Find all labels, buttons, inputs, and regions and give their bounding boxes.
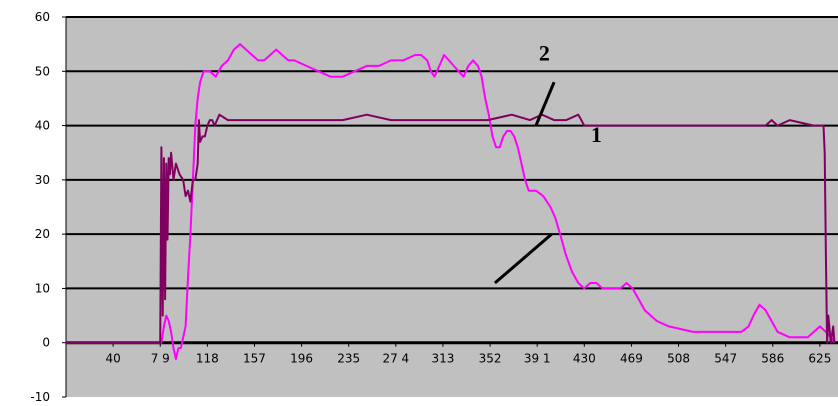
x-tick-label: 27 4	[382, 352, 409, 366]
x-tick-label: 586	[761, 352, 784, 366]
x-tick-label: 625	[808, 352, 831, 366]
y-tick-label: 60	[35, 10, 50, 24]
x-tick-label: 313	[431, 352, 454, 366]
x-tick-label: 39 1	[524, 352, 551, 366]
plot-area	[66, 17, 838, 397]
y-tick-label: 40	[35, 119, 50, 133]
annotations: 21	[493, 40, 602, 285]
x-tick-label: 430	[573, 352, 596, 366]
x-tick-label: 352	[479, 352, 502, 366]
x-tick-label: 196	[290, 352, 313, 366]
y-tick-label: 20	[35, 227, 50, 241]
x-tick-label: 547	[714, 352, 737, 366]
x-tick-label: 118	[196, 352, 219, 366]
y-tick-label: 0	[42, 336, 50, 350]
annotation-label-2: 2	[539, 40, 550, 65]
x-tick-label: 40	[105, 352, 120, 366]
x-tick-label: 508	[667, 352, 690, 366]
y-axis: -10 0 10 20 30 40 50 60	[30, 10, 67, 404]
series-line-1	[66, 113, 836, 344]
annotation-pointer-1	[493, 233, 553, 285]
series-line-2	[66, 43, 836, 360]
y-tick-label: -10	[30, 390, 50, 404]
y-tick-label: 30	[35, 173, 50, 187]
series-layer	[66, 43, 836, 360]
x-tick-label: 157	[243, 352, 266, 366]
x-tick-label: 235	[337, 352, 360, 366]
y-tick-label: 50	[35, 64, 50, 78]
x-tick-label: 469	[620, 352, 643, 366]
x-tick-label: 7 9	[151, 352, 170, 366]
annotation-label-1: 1	[591, 122, 602, 147]
x-axis: 40 7 9 118 157 196 235 27 4 313 352 39 1 430 469 508…	[65, 341, 838, 366]
annotation-pointer-2	[534, 81, 556, 127]
y-tick-label: 10	[35, 281, 50, 295]
